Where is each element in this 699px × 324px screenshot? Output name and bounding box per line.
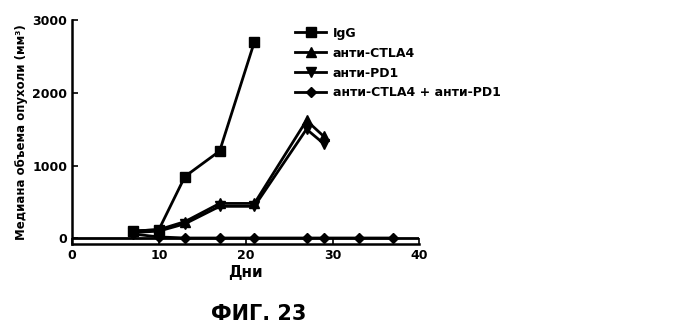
анти-PD1 (302, 127, 310, 131)
IgG (129, 229, 137, 233)
анти-CTLA4 + анти-PD1 (319, 236, 328, 240)
анти-PD1 (154, 229, 163, 233)
IgG (181, 175, 189, 179)
анти-CTLA4 (154, 228, 163, 232)
Text: ФИГ. 23: ФИГ. 23 (211, 304, 306, 324)
анти-CTLA4 (215, 202, 224, 205)
X-axis label: Дни: Дни (229, 265, 263, 280)
анти-CTLA4 (319, 134, 328, 138)
Line: анти-CTLA4 + анти-PD1: анти-CTLA4 + анти-PD1 (129, 231, 397, 241)
анти-CTLA4 (129, 229, 137, 233)
анти-CTLA4 + анти-PD1 (250, 236, 259, 240)
анти-CTLA4 + анти-PD1 (129, 232, 137, 236)
анти-PD1 (129, 231, 137, 235)
анти-PD1 (250, 204, 259, 208)
анти-CTLA4 + анти-PD1 (389, 236, 398, 240)
Line: анти-PD1: анти-PD1 (128, 124, 329, 237)
анти-CTLA4 (250, 202, 259, 205)
анти-PD1 (319, 142, 328, 146)
анти-PD1 (215, 204, 224, 208)
Line: анти-CTLA4: анти-CTLA4 (128, 116, 329, 236)
анти-CTLA4 (302, 119, 310, 122)
IgG (154, 228, 163, 232)
анти-CTLA4 + анти-PD1 (181, 236, 189, 240)
Line: IgG: IgG (128, 37, 259, 236)
анти-PD1 (181, 222, 189, 226)
анти-CTLA4 + анти-PD1 (302, 236, 310, 240)
Legend: IgG, анти-CTLA4, анти-PD1, анти-CTLA4 + анти-PD1: IgG, анти-CTLA4, анти-PD1, анти-CTLA4 + … (290, 22, 505, 104)
анти-CTLA4 + анти-PD1 (215, 236, 224, 240)
IgG (250, 40, 259, 44)
анти-CTLA4 (181, 220, 189, 224)
анти-CTLA4 + анти-PD1 (354, 236, 363, 240)
анти-CTLA4 + анти-PD1 (154, 235, 163, 239)
Y-axis label: Медиана объема опухоли (мм³): Медиана объема опухоли (мм³) (15, 24, 28, 240)
IgG (215, 149, 224, 153)
